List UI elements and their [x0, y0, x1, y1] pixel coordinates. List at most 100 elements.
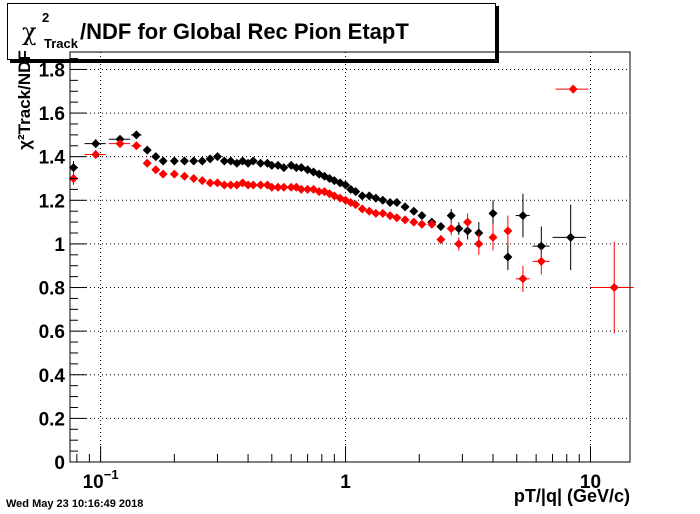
- point-marker: [454, 239, 464, 249]
- red-data-point: [488, 224, 498, 251]
- point-marker: [267, 160, 277, 170]
- point-marker: [197, 156, 207, 166]
- point-marker: [205, 154, 215, 164]
- black-data-point: [279, 163, 289, 173]
- point-marker: [378, 208, 388, 218]
- point-marker: [400, 202, 410, 212]
- point-marker: [392, 213, 402, 223]
- red-data-point: [409, 217, 419, 227]
- point-marker: [341, 180, 351, 190]
- black-data-point: [248, 156, 258, 166]
- red-data-point: [417, 219, 427, 229]
- point-marker: [400, 215, 410, 225]
- red-data-point: [179, 171, 189, 181]
- title-superscript: 2: [42, 10, 50, 25]
- red-data-point: [357, 204, 367, 214]
- red-data-point: [515, 265, 530, 292]
- black-data-point: [212, 152, 222, 162]
- point-marker: [273, 182, 283, 192]
- black-data-point: [454, 222, 464, 236]
- black-data-point: [205, 154, 215, 164]
- red-data-point: [532, 248, 550, 275]
- x-tick-label: 10: [580, 472, 601, 493]
- black-data-point: [341, 180, 351, 190]
- red-data-point: [108, 139, 131, 149]
- red-data-point: [189, 173, 199, 183]
- axes: [69, 51, 631, 463]
- point-marker: [536, 256, 546, 266]
- y-tick-label: 1.6: [39, 104, 65, 125]
- y-axis-title-text: χ²Track/NDF: [15, 50, 34, 150]
- black-data-point: [189, 156, 199, 166]
- point-marker: [446, 211, 456, 221]
- point-marker: [205, 178, 215, 188]
- x-tick-label-exponent: −1: [104, 467, 119, 482]
- point-marker: [385, 197, 395, 207]
- y-axis-title: χ²Track/NDF: [15, 50, 34, 150]
- red-data-point: [197, 176, 207, 186]
- title-chi-symbol: χ: [22, 18, 37, 46]
- y-tick-label: 1.4: [39, 148, 66, 169]
- point-marker: [503, 252, 513, 262]
- red-data-point: [219, 180, 229, 190]
- point-marker: [436, 221, 446, 231]
- red-data-point: [212, 178, 222, 188]
- red-data-point: [392, 213, 402, 223]
- black-data-point: [385, 197, 395, 207]
- point-marker: [351, 187, 361, 197]
- point-marker: [243, 180, 253, 190]
- point-marker: [427, 219, 437, 229]
- point-marker: [256, 158, 266, 168]
- black-data-point: [400, 202, 410, 212]
- black-data-point: [179, 156, 189, 166]
- point-marker: [518, 274, 528, 284]
- red-data-point: [463, 213, 473, 231]
- red-data-point: [158, 169, 168, 179]
- black-data-point: [351, 187, 361, 197]
- point-marker: [296, 184, 306, 194]
- chart-title: /NDF for Global Rec Pion EtapT: [80, 19, 409, 44]
- red-data-point: [256, 180, 266, 190]
- red-data-point: [436, 235, 446, 245]
- point-marker: [385, 211, 395, 221]
- point-marker: [151, 165, 161, 175]
- black-data-point: [84, 139, 106, 149]
- black-data-point: [256, 158, 266, 168]
- red-data-point: [279, 182, 289, 192]
- point-marker: [212, 152, 222, 162]
- red-data-point: [142, 158, 152, 168]
- point-marker: [314, 187, 324, 197]
- point-marker: [179, 156, 189, 166]
- point-marker: [279, 182, 289, 192]
- red-data-point: [169, 169, 179, 179]
- red-data-point: [454, 237, 464, 251]
- grid-lines: [70, 52, 630, 463]
- data-points: [68, 84, 634, 334]
- point-marker: [189, 173, 199, 183]
- point-marker: [248, 156, 258, 166]
- point-marker: [151, 152, 161, 162]
- point-marker: [568, 84, 578, 94]
- red-data-point: [351, 200, 361, 210]
- black-data-point: [417, 211, 427, 221]
- black-data-point: [267, 160, 277, 170]
- point-marker: [142, 145, 152, 155]
- point-marker: [357, 204, 367, 214]
- y-tick-label: 0.6: [39, 322, 65, 343]
- red-data-point: [226, 180, 236, 190]
- point-marker: [566, 232, 576, 242]
- point-marker: [371, 208, 381, 218]
- black-data-point: [552, 204, 587, 271]
- point-marker: [454, 224, 464, 234]
- black-data-point: [357, 191, 367, 201]
- point-marker: [91, 139, 101, 149]
- red-data-point: [243, 180, 253, 190]
- red-data-point: [303, 184, 313, 194]
- point-marker: [169, 156, 179, 166]
- point-marker: [291, 163, 301, 173]
- plot-frame: [69, 51, 631, 463]
- y-tick-label: 0: [54, 453, 65, 474]
- point-marker: [158, 156, 168, 166]
- red-data-point: [400, 215, 410, 225]
- x-tick-label: 1: [340, 472, 351, 493]
